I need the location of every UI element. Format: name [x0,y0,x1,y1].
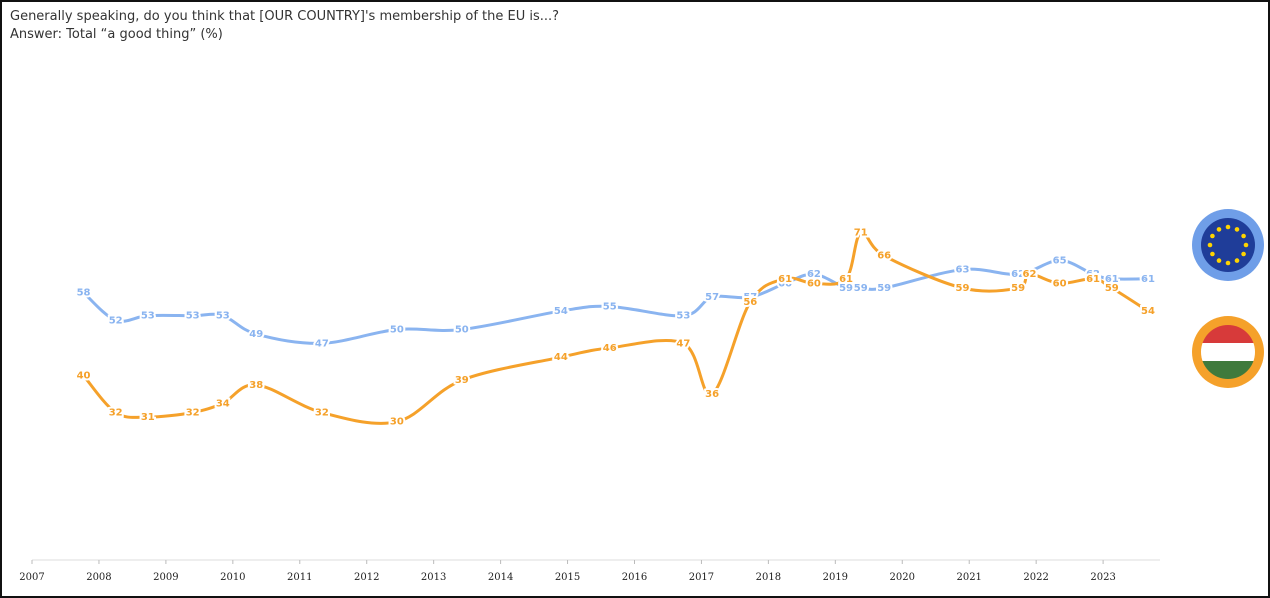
data-label: 57 [705,292,719,303]
x-tick-label: 2007 [19,572,44,583]
chart-subtitle: Answer: Total “a good thing” (%) [10,27,223,42]
eu-flag [1192,209,1264,281]
data-label: 53 [676,311,690,322]
data-label: 56 [743,297,757,308]
x-tick-label: 2018 [756,572,781,583]
chart-title: Generally speaking, do you think that [O… [10,9,559,24]
data-label: 61 [1086,274,1100,285]
data-label: 50 [455,325,469,336]
x-tick-label: 2016 [622,572,647,583]
hungary-flag [1192,316,1264,388]
data-label: 47 [315,338,329,349]
data-label: 30 [390,417,404,428]
data-label: 31 [141,412,155,423]
x-tick-label: 2019 [823,572,848,583]
data-label: 46 [603,343,617,354]
x-tick-label: 2012 [354,572,379,583]
x-tick-label: 2014 [488,572,513,583]
x-tick-label: 2015 [555,572,580,583]
x-tick-label: 2017 [689,572,714,583]
data-label: 59 [839,283,853,294]
data-label: 54 [1141,306,1155,317]
data-label: 61 [839,274,853,285]
x-tick-label: 2009 [153,572,178,583]
data-label: 49 [249,329,263,340]
data-label: 50 [390,325,404,336]
data-label: 32 [186,407,200,418]
data-label: 59 [1105,283,1119,294]
data-label: 54 [554,306,568,317]
x-tick-label: 2023 [1090,572,1115,583]
data-label: 60 [807,278,821,289]
data-label: 55 [603,301,617,312]
x-tick-label: 2022 [1023,572,1048,583]
data-label: 47 [676,338,690,349]
data-label: 62 [1086,269,1100,280]
data-label: 58 [77,288,91,299]
data-label: 57 [743,292,757,303]
data-label: 63 [956,265,970,276]
data-label: 59 [854,283,868,294]
x-tick-label: 2008 [86,572,111,583]
x-tick-label: 2010 [220,572,245,583]
x-tick-label: 2020 [890,572,915,583]
data-label: 38 [249,380,263,391]
data-label: 61 [1105,274,1119,285]
data-label: 32 [109,407,123,418]
data-label: 53 [186,311,200,322]
data-label: 39 [455,375,469,386]
data-label: 71 [854,228,868,239]
x-tick-label: 2011 [287,572,312,583]
data-label: 52 [109,315,123,326]
data-label: 62 [807,269,821,280]
series-line [82,230,1150,425]
data-label: 66 [877,251,891,262]
data-label: 62 [1022,269,1036,280]
data-label: 61 [778,274,792,285]
data-label: 60 [1053,278,1067,289]
data-label: 34 [216,398,230,409]
data-label: 59 [1011,283,1025,294]
data-label: 62 [1011,269,1025,280]
data-label: 59 [877,283,891,294]
data-label: 65 [1053,255,1067,266]
data-label: 40 [77,371,91,382]
data-label: 53 [216,311,230,322]
data-label: 61 [1141,274,1155,285]
x-tick-label: 2021 [956,572,981,583]
data-label: 36 [705,389,719,400]
series-line [82,258,1150,345]
data-label: 32 [315,407,329,418]
x-tick-label: 2013 [421,572,446,583]
data-label: 53 [141,311,155,322]
data-label: 60 [778,278,792,289]
data-label: 59 [956,283,970,294]
data-label: 44 [554,352,568,363]
